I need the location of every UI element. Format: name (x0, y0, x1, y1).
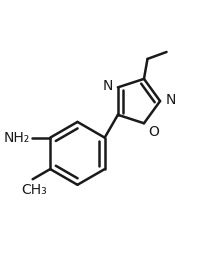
Text: O: O (149, 125, 159, 139)
Text: NH₂: NH₂ (4, 131, 30, 145)
Text: N: N (102, 79, 113, 93)
Text: CH₃: CH₃ (21, 183, 47, 197)
Text: N: N (165, 93, 176, 107)
